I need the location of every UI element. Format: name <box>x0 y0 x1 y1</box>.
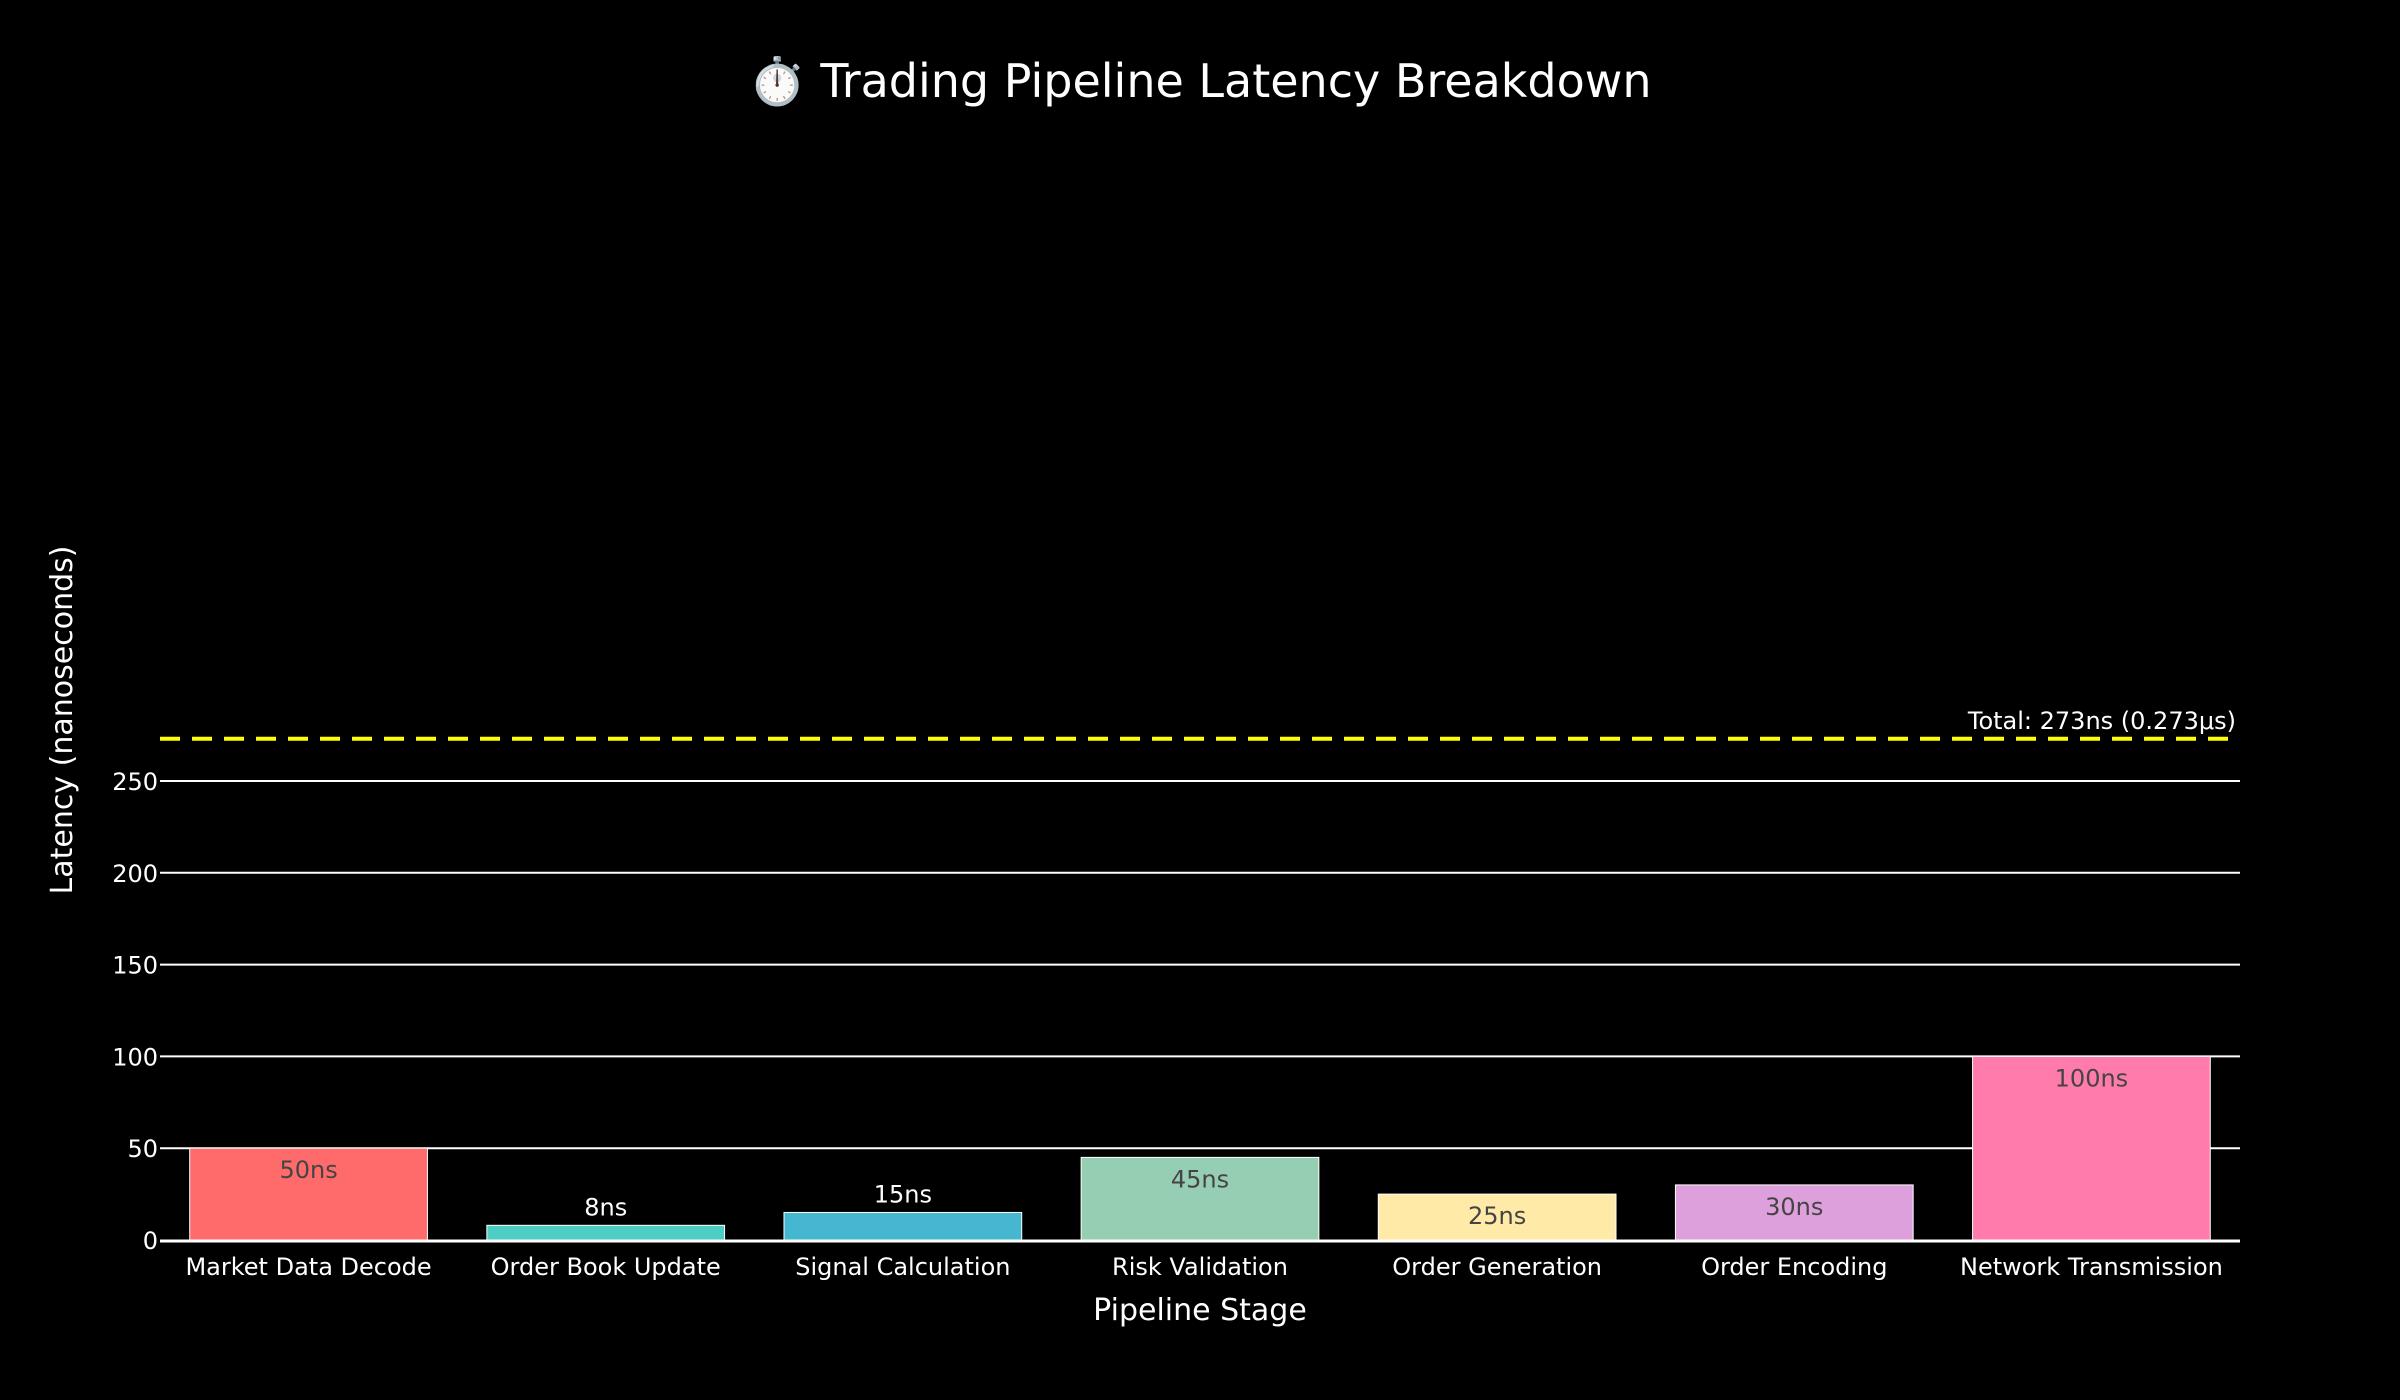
x-tick-label: Order Book Update <box>491 1253 721 1281</box>
bar-data-label: 45ns <box>1171 1165 1229 1193</box>
x-tick-label: Signal Calculation <box>795 1253 1010 1281</box>
y-tick-label: 0 <box>143 1227 158 1255</box>
bar-data-label: 25ns <box>1468 1202 1526 1230</box>
bar-data-label: 8ns <box>584 1193 627 1221</box>
bar <box>1674 1184 1914 1241</box>
bar <box>1972 1055 2211 1241</box>
x-tick-label: Order Generation <box>1392 1253 1602 1281</box>
bar-data-labels: 50ns 8ns 15ns 45ns 25ns 30ns 100ns <box>279 1064 2128 1230</box>
x-tick-label: Order Encoding <box>1701 1253 1887 1281</box>
y-tick-label: 100 <box>112 1043 158 1071</box>
bar-data-label: 30ns <box>1765 1193 1823 1221</box>
x-tick-label: Risk Validation <box>1112 1253 1288 1281</box>
bar-data-label: 15ns <box>874 1180 932 1208</box>
bar <box>486 1224 726 1241</box>
total-latency-annotation: Total: 273ns (0.273μs) <box>1967 707 2236 735</box>
x-axis-title: Pipeline Stage <box>1093 1293 1307 1328</box>
y-tick-label: 50 <box>127 1135 158 1163</box>
y-axis-title: Latency (nanoseconds) <box>45 546 80 895</box>
bar <box>783 1211 1023 1241</box>
y-axis-ticks: 0 50 100 150 200 250 <box>112 768 158 1255</box>
chart-title: ⏱️ Trading Pipeline Latency Breakdown <box>748 54 1651 108</box>
gridlines <box>160 780 2240 1150</box>
x-tick-label: Network Transmission <box>1960 1253 2223 1281</box>
y-tick-label: 150 <box>112 952 158 980</box>
x-tick-label: Market Data Decode <box>185 1253 431 1281</box>
bar-data-label: 100ns <box>2055 1064 2129 1092</box>
y-tick-label: 250 <box>112 768 158 796</box>
x-axis-ticks: Market Data Decode Order Book Update Signa… <box>185 1253 2222 1281</box>
bar <box>1080 1156 1320 1241</box>
bar-data-label: 50ns <box>279 1156 337 1184</box>
bars <box>189 1055 2211 1241</box>
y-tick-label: 200 <box>112 860 158 888</box>
